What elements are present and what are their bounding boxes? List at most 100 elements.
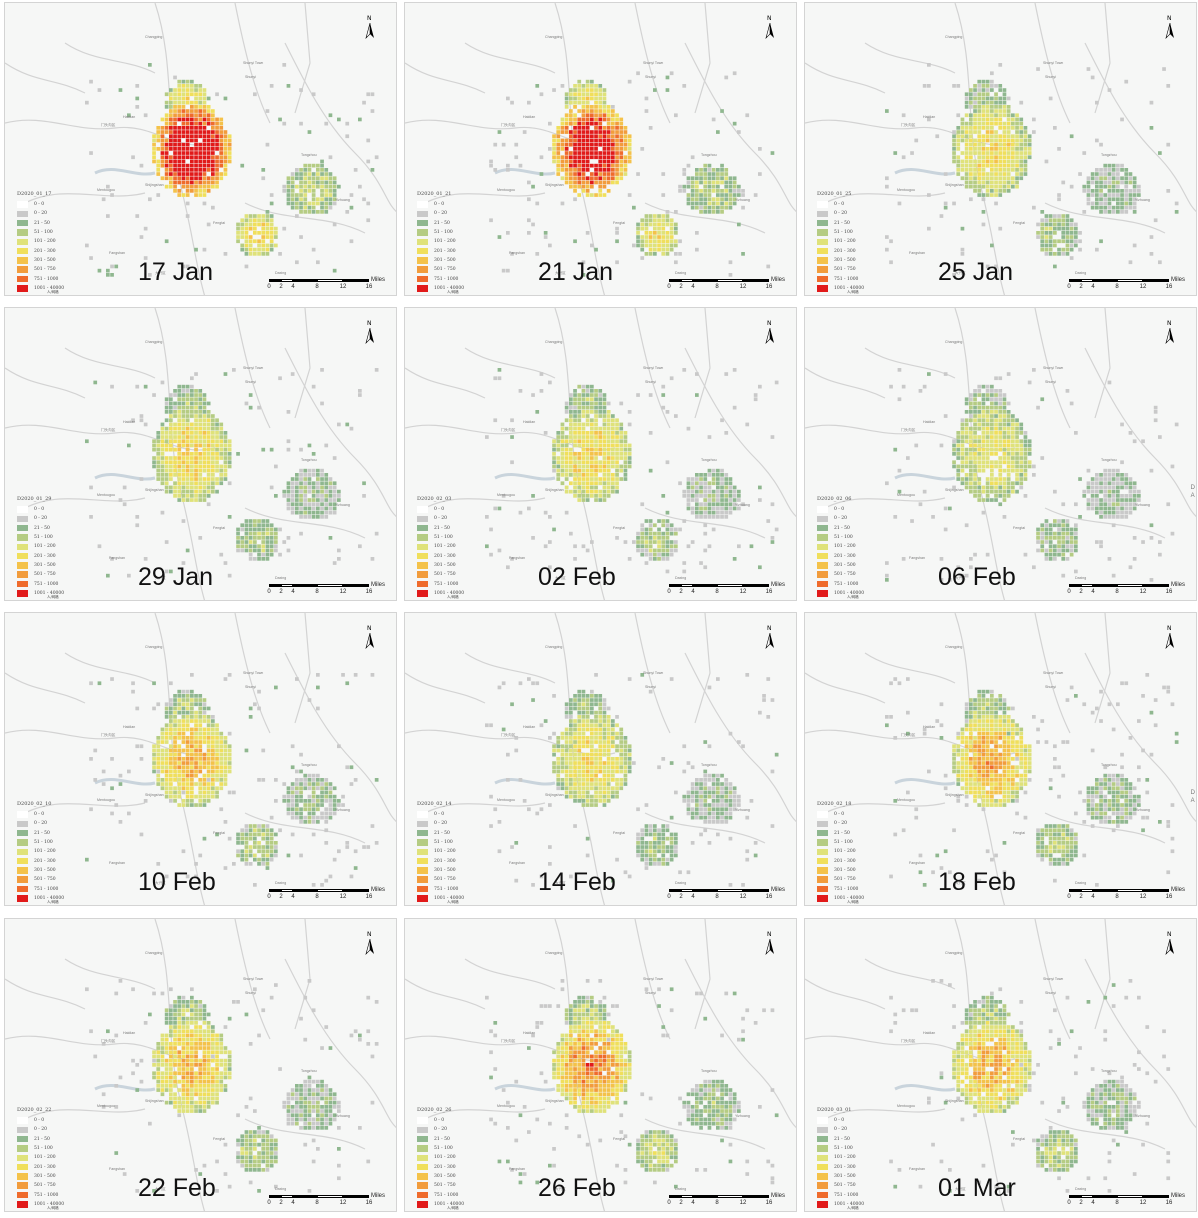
- density-cell: [1006, 426, 1011, 431]
- density-cell: [590, 117, 594, 122]
- density-cell: [307, 176, 312, 181]
- density-cell: [1011, 418, 1015, 423]
- density-cell: [248, 853, 253, 858]
- density-cell: [560, 201, 565, 206]
- density-cell: [1166, 189, 1171, 193]
- density-cell: [611, 142, 615, 147]
- density-cell: [998, 172, 1003, 176]
- density-cell: [202, 477, 207, 481]
- density-cell: [169, 109, 173, 113]
- density-cell: [194, 121, 198, 126]
- density-cell: [998, 489, 1003, 494]
- density-cell: [619, 159, 624, 164]
- density-cell: [552, 142, 556, 147]
- density-cell: [690, 201, 695, 206]
- density-cell: [602, 109, 607, 113]
- density-cell: [156, 447, 161, 452]
- density-cell: [236, 836, 240, 841]
- density-cell: [1111, 180, 1116, 185]
- density-cell: [93, 748, 98, 753]
- density-cell: [320, 176, 324, 181]
- density-cell: [320, 502, 324, 507]
- density-cell: [602, 573, 607, 578]
- north-arrow-icon: N: [364, 320, 378, 346]
- scale-tick: 0: [667, 589, 671, 595]
- north-arrow-icon: N: [364, 15, 378, 41]
- density-cell: [564, 456, 569, 460]
- density-cell: [156, 769, 161, 774]
- density-cell: [543, 544, 548, 549]
- density-cell: [531, 184, 535, 189]
- density-cell: [261, 243, 266, 248]
- density-cell: [164, 147, 169, 151]
- density-cell: [927, 372, 931, 376]
- density-cell: [202, 176, 207, 181]
- density-cell: [181, 113, 186, 118]
- density-cell: [737, 184, 741, 189]
- density-cell: [1099, 506, 1103, 511]
- density-cell: [152, 681, 156, 686]
- density-cell: [611, 431, 615, 435]
- density-cell: [1107, 498, 1112, 502]
- density-cell: [299, 485, 303, 490]
- density-cell: [269, 226, 274, 231]
- density-cell: [560, 147, 565, 151]
- density-cell: [977, 498, 982, 502]
- legend-label: 201 - 300: [434, 553, 456, 559]
- date-label: 21 Jan: [538, 258, 614, 286]
- density-cell: [257, 828, 261, 833]
- density-cell: [274, 548, 278, 553]
- density-cell: [990, 105, 994, 109]
- density-cell: [606, 401, 611, 406]
- density-cell: [943, 172, 948, 176]
- density-cell: [1040, 210, 1045, 214]
- map-panel: Changping Shunyi Shunyi Town Fengtai Shijing…: [4, 307, 397, 601]
- scale-tick: 16: [1165, 284, 1173, 290]
- density-cell: [1044, 519, 1049, 523]
- density-cell: [211, 464, 215, 469]
- density-cell: [1065, 544, 1070, 549]
- density-cell: [215, 731, 219, 736]
- density-cell: [732, 71, 737, 76]
- density-cell: [202, 765, 207, 770]
- density-cell: [202, 410, 207, 414]
- density-cell: [206, 189, 211, 193]
- density-cell: [211, 109, 215, 113]
- density-cell: [185, 418, 190, 423]
- density-cell: [682, 368, 687, 372]
- density-cell: [185, 452, 190, 456]
- density-cell: [202, 494, 207, 498]
- density-cell: [160, 452, 165, 456]
- density-cell: [665, 252, 670, 256]
- density-cell: [202, 130, 207, 134]
- legend-label: 201 - 300: [434, 248, 456, 254]
- density-cell: [156, 773, 161, 778]
- density-cell: [711, 168, 716, 172]
- density-cell: [244, 214, 249, 218]
- density-cell: [198, 468, 203, 473]
- density-cell: [556, 439, 561, 444]
- density-cell: [236, 841, 240, 845]
- density-cell: [227, 515, 232, 519]
- density-cell: [732, 494, 737, 498]
- density-cell: [324, 189, 329, 193]
- density-cell: [720, 210, 724, 214]
- density-cell: [370, 92, 375, 97]
- density-cell: [169, 765, 173, 770]
- density-cell: [248, 252, 253, 256]
- density-cell: [590, 151, 594, 155]
- density-cell: [648, 252, 653, 256]
- density-cell: [358, 389, 362, 393]
- density-cell: [885, 184, 889, 189]
- density-cell: [223, 447, 228, 452]
- density-cell: [758, 384, 762, 389]
- density-cell: [202, 126, 207, 130]
- density-cell: [964, 113, 969, 118]
- density-cell: [253, 239, 257, 244]
- density-cell: [577, 138, 582, 143]
- density-cell: [1044, 247, 1049, 252]
- density-cell: [699, 561, 703, 565]
- density-cell: [960, 456, 965, 460]
- legend-row: 301 - 500: [817, 561, 909, 570]
- density-cell: [627, 443, 632, 448]
